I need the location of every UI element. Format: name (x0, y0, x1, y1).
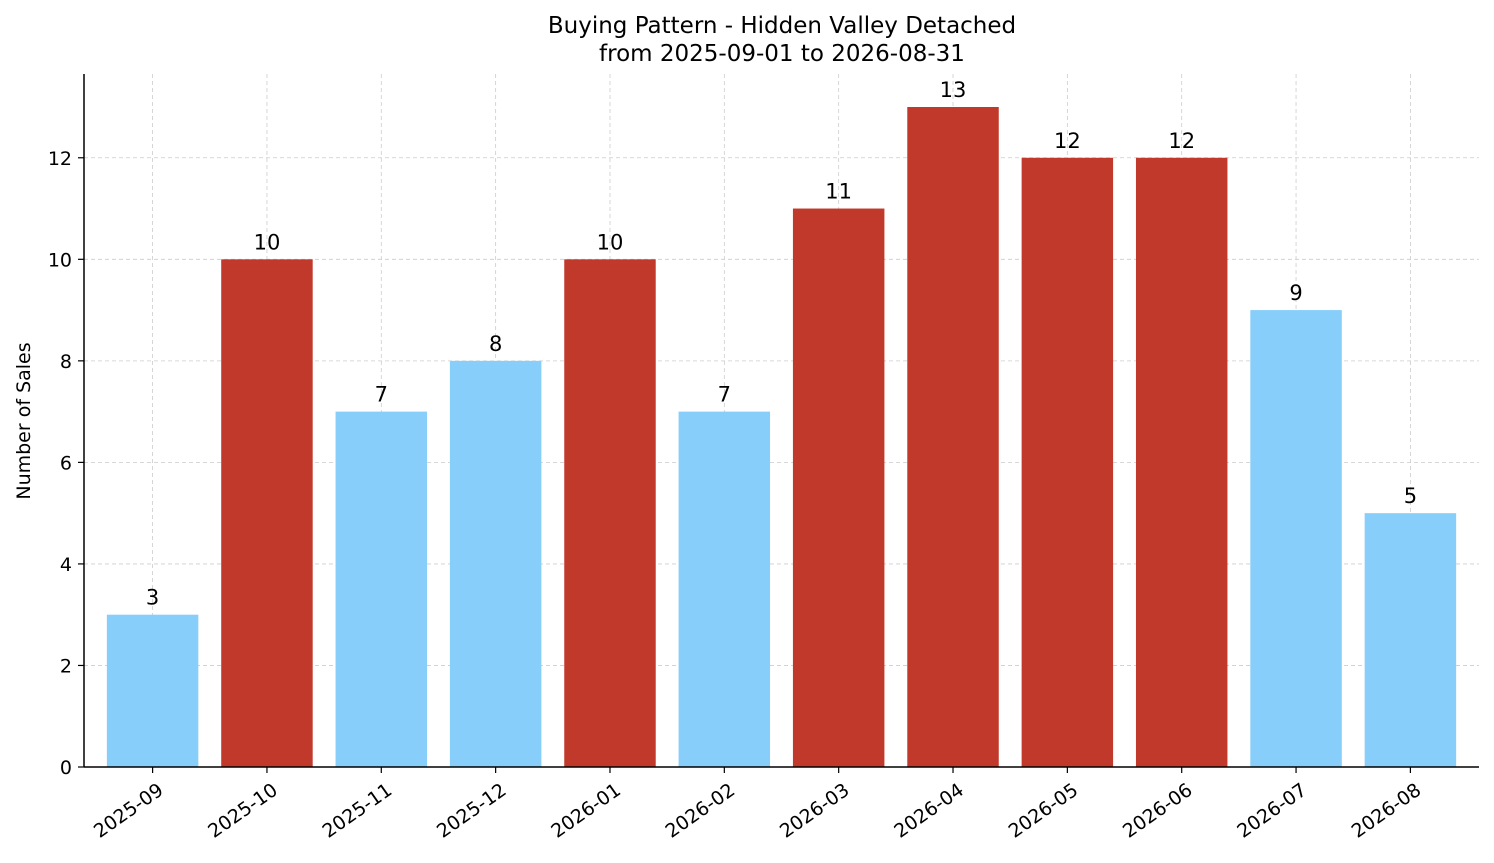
bar-2026-04 (907, 107, 999, 767)
x-tick-label: 2026-06 (1119, 779, 1197, 843)
bar-2026-05 (1021, 157, 1114, 767)
y-axis-label: Number of Sales (13, 342, 35, 499)
data-label-2026-04: 13 (940, 78, 967, 102)
bar-2025-12 (449, 360, 542, 767)
data-labels-group: 3 10 7 8 10 7 11 13 12 12 9 5 (146, 78, 1417, 610)
data-label-2025-09: 3 (146, 586, 159, 610)
x-tick-label: 2025-09 (90, 779, 168, 843)
data-label-2026-03: 11 (825, 180, 852, 204)
y-tick-label: 10 (48, 249, 72, 271)
bar-2025-10 (221, 259, 313, 767)
data-label-2025-10: 10 (254, 230, 281, 254)
y-tick-label: 2 (60, 655, 72, 677)
x-tick-label: 2025-12 (433, 779, 511, 843)
data-label-2026-06: 12 (1168, 129, 1195, 153)
data-label-2026-05: 12 (1054, 129, 1081, 153)
chart-subtitle: from 2025-09-01 to 2026-08-31 (599, 41, 965, 67)
data-label-2026-01: 10 (597, 230, 624, 254)
data-label-2026-07: 9 (1289, 281, 1302, 305)
data-label-2026-02: 7 (718, 383, 731, 407)
y-tick-label: 4 (60, 554, 72, 576)
x-tick-label: 2026-07 (1233, 779, 1311, 843)
chart-title: Buying Pattern - Hidden Valley Detached (548, 13, 1016, 39)
bars-group (106, 107, 1457, 768)
x-tick-label: 2026-05 (1005, 779, 1083, 843)
bar-2026-03 (792, 208, 885, 768)
x-tick-label: 2026-01 (547, 779, 625, 843)
x-tick-label: 2025-10 (204, 779, 282, 843)
y-tick-label: 0 (60, 757, 72, 779)
bar-2025-09 (106, 614, 199, 767)
x-tick-label: 2025-11 (319, 779, 397, 843)
bar-2026-01 (564, 259, 656, 767)
bar-2026-02 (678, 411, 771, 767)
data-label-2026-08: 5 (1404, 484, 1417, 508)
y-tick-label: 8 (60, 351, 72, 373)
x-tick-label: 2026-02 (662, 779, 740, 843)
bar-2026-07 (1250, 310, 1342, 767)
bar-2026-06 (1135, 157, 1228, 767)
y-tick-label: 12 (48, 148, 72, 170)
x-tick-label: 2026-03 (776, 779, 854, 843)
bar-2025-11 (335, 411, 428, 767)
data-label-2025-12: 8 (489, 332, 502, 356)
x-tick-label: 2026-08 (1348, 779, 1426, 843)
bar-2026-08 (1364, 513, 1457, 767)
x-tick-label: 2026-04 (890, 779, 968, 843)
y-tick-label: 6 (60, 452, 72, 474)
data-label-2025-11: 7 (375, 383, 388, 407)
